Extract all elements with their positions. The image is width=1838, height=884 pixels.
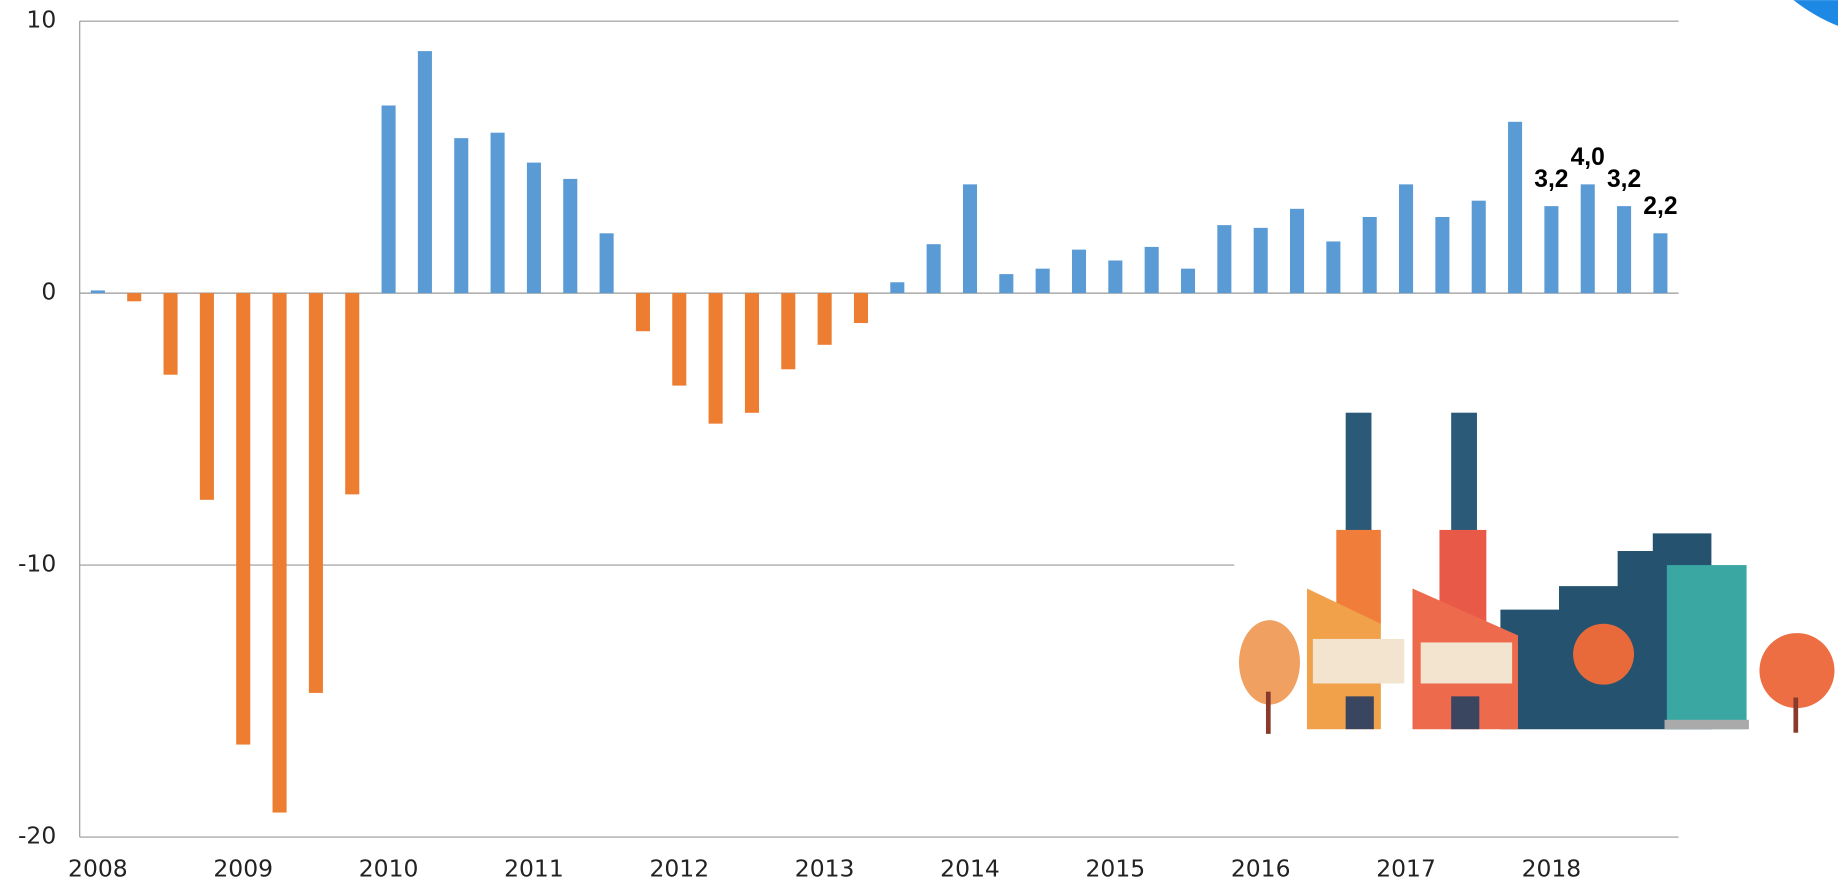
bar bbox=[1145, 247, 1159, 293]
bar bbox=[127, 293, 141, 301]
bar bbox=[745, 293, 759, 413]
data-label: 3,2 bbox=[1607, 166, 1641, 193]
data-label: 2,2 bbox=[1643, 193, 1677, 220]
bar bbox=[1254, 228, 1268, 293]
bar bbox=[563, 179, 577, 293]
bar bbox=[454, 138, 468, 293]
x-tick-label: 2017 bbox=[1376, 854, 1436, 882]
bar bbox=[927, 244, 941, 293]
bar bbox=[1036, 269, 1050, 293]
x-tick-label: 2010 bbox=[359, 854, 419, 882]
x-tick-label: 2015 bbox=[1086, 854, 1146, 882]
bar bbox=[200, 293, 214, 500]
bar bbox=[1290, 209, 1304, 293]
bar bbox=[382, 105, 396, 293]
corner-decoration bbox=[1793, 0, 1838, 26]
bar bbox=[672, 293, 686, 385]
y-tick-label: -20 bbox=[18, 822, 56, 850]
y-tick-label: 10 bbox=[26, 6, 56, 34]
bar bbox=[1508, 122, 1522, 293]
bar bbox=[1653, 233, 1667, 293]
bar bbox=[999, 274, 1013, 293]
bar bbox=[236, 293, 250, 744]
bar bbox=[1435, 217, 1449, 293]
y-tick-label: 0 bbox=[41, 278, 56, 306]
bar bbox=[1472, 201, 1486, 293]
bar bbox=[1217, 225, 1231, 293]
bar bbox=[491, 133, 505, 293]
bar bbox=[1072, 250, 1086, 294]
bar bbox=[890, 282, 904, 293]
factory-illustration bbox=[1234, 408, 1838, 748]
x-tick-label: 2014 bbox=[940, 854, 1000, 882]
bar bbox=[1581, 184, 1595, 293]
bar bbox=[1363, 217, 1377, 293]
bar bbox=[1617, 206, 1631, 293]
bar bbox=[854, 293, 868, 323]
bar bbox=[91, 290, 105, 293]
bar bbox=[309, 293, 323, 693]
x-tick-label: 2009 bbox=[213, 854, 273, 882]
bar bbox=[818, 293, 832, 345]
bar bbox=[527, 163, 541, 294]
bar bbox=[1544, 206, 1558, 293]
bar bbox=[418, 51, 432, 293]
x-tick-label: 2011 bbox=[504, 854, 564, 882]
y-tick-label: -10 bbox=[18, 550, 56, 578]
bar bbox=[709, 293, 723, 424]
bar bbox=[164, 293, 178, 375]
bar bbox=[636, 293, 650, 331]
x-tick-label: 2012 bbox=[649, 854, 709, 882]
bar bbox=[963, 184, 977, 293]
data-label: 4,0 bbox=[1571, 144, 1605, 171]
bar bbox=[1108, 260, 1122, 293]
bar bbox=[1181, 269, 1195, 293]
bar bbox=[345, 293, 359, 494]
bar bbox=[1399, 184, 1413, 293]
bar bbox=[781, 293, 795, 369]
x-tick-label: 2016 bbox=[1231, 854, 1291, 882]
chart: -20 -10 0 10 2008 2009 2010 2011 2012 2013 2014 20… bbox=[0, 0, 1838, 884]
bar bbox=[273, 293, 287, 812]
x-tick-label: 2013 bbox=[795, 854, 855, 882]
x-tick-label: 2018 bbox=[1522, 854, 1582, 882]
bar bbox=[1326, 241, 1340, 293]
x-tick-label: 2008 bbox=[68, 854, 128, 882]
data-label: 3,2 bbox=[1534, 166, 1568, 193]
bar bbox=[600, 233, 614, 293]
